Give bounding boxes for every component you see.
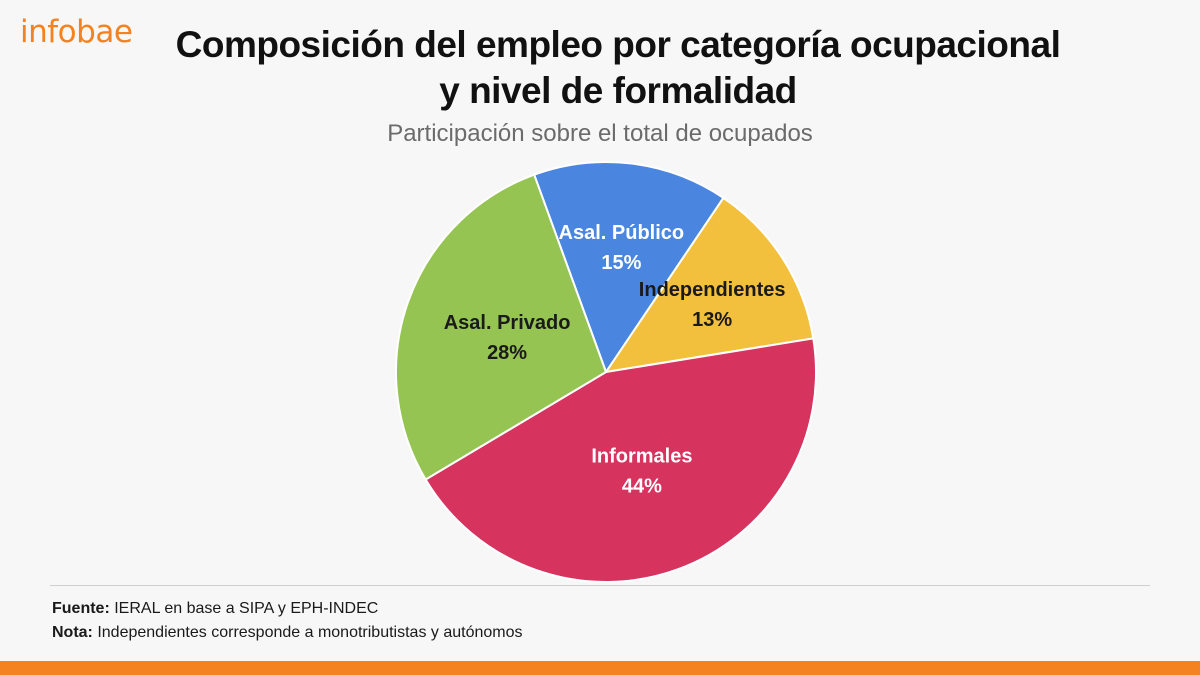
chart-title-line-2: y nivel de formalidad	[439, 70, 797, 111]
chart-title-line-1: Composición del empleo por categoría ocu…	[175, 24, 1061, 65]
pie-slice-asal-privado	[395, 173, 608, 481]
slice-value-asal-privado: 28%	[487, 342, 527, 364]
chart-subtitle: Participación sobre el total de ocupados	[387, 120, 813, 147]
pie-slice-informales	[424, 337, 817, 583]
slice-value-informales: 44%	[622, 476, 662, 498]
footnote: Nota: Independientes corresponde a monot…	[52, 624, 523, 642]
note-label: Nota:	[52, 624, 93, 641]
footer-divider	[50, 585, 1150, 586]
slice-label-independientes: Independientes	[639, 279, 786, 301]
slice-label-asal-privado: Asal. Privado	[444, 312, 571, 334]
slice-label-asal-publico: Asal. Público	[559, 222, 685, 244]
infobae-logo: infobae	[20, 14, 133, 50]
chart-title: Composición del empleo por categoría ocu…	[150, 22, 1086, 114]
brand-bottom-bar	[0, 661, 1200, 675]
source-text: IERAL en base a SIPA y EPH-INDEC	[109, 600, 379, 617]
pie-slice-independientes	[603, 196, 815, 374]
slice-value-independientes: 13%	[692, 309, 732, 331]
source-note: Fuente: IERAL en base a SIPA y EPH-INDEC	[52, 600, 378, 618]
slice-value-asal-publico: 15%	[601, 252, 641, 274]
source-label: Fuente:	[52, 600, 110, 617]
slice-label-informales: Informales	[591, 446, 692, 468]
pie-slice-asal-publico	[532, 161, 725, 375]
note-text: Independientes corresponde a monotributi…	[92, 624, 523, 641]
